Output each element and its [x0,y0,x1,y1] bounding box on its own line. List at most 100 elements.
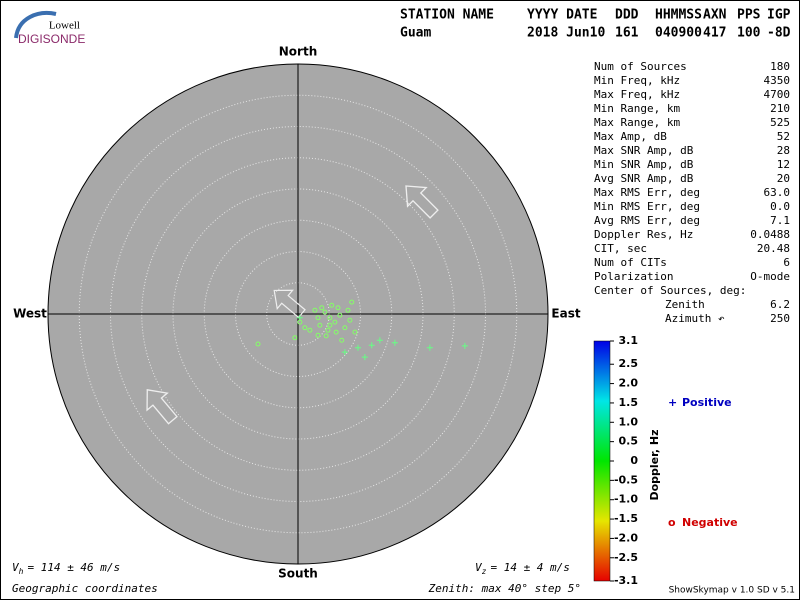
stat-label: Polarization [594,270,673,283]
source-positive [361,354,368,361]
v-symbol: V [475,561,483,574]
logo-bottom: DIGISONDE [18,32,85,46]
stat-label: Min RMS Err, deg [594,200,700,213]
stat-value: 210 [770,102,790,115]
source-positive [426,344,433,351]
source-positive [355,344,361,351]
colorbar-tick-label: -2.5 [614,551,638,564]
stat-value: 63.0 [764,186,791,199]
stat-label: Azimuth ↶ [665,312,725,325]
source-negative [342,325,348,331]
coordinates-note: Geographic coordinates [12,582,158,595]
zenith-note: Zenith: max 40° step 5° [428,582,581,595]
vh-label: Vh = 114 ± 46 m/s [12,561,120,576]
stat-value: 7.1 [770,214,790,227]
source-negative [349,299,355,305]
colorbar-tick-label: -2.0 [614,531,638,544]
source-negative [315,332,321,338]
source-negative [323,333,329,339]
stat-value: 20 [777,172,790,185]
header-value: -8D [767,26,791,41]
header-label: YYYY DATE [527,8,597,23]
stat-label: Avg SNR Amp, dB [594,172,694,185]
header-label: STATION NAME [400,8,494,23]
colorbar-tick-label: -0.5 [614,473,638,486]
stat-label: Max Amp, dB [594,130,667,143]
stat-label: Min Range, km [594,102,680,115]
version: ShowSkymap v 1.0 SD v 5.1 [669,586,795,596]
header-label: HHMMSS [655,8,702,23]
colorbar-tick-label: 2.0 [619,377,639,390]
header-value: 417 [703,26,726,41]
source-negative [255,341,261,347]
header-label: AXN [703,8,727,23]
stat-label: Num of Sources [594,60,687,73]
source-negative [327,322,333,328]
colorbar-tick-label: 0 [630,454,638,467]
v-text: = 14 ± 4 m/s [490,561,569,574]
header-value: 161 [615,26,639,41]
v-symbol: V [12,561,20,574]
velocity-arrows [146,185,439,425]
arrow [146,389,178,425]
stat-value: 180 [770,60,790,73]
header-label: DDD [615,8,639,23]
stat-label: Max RMS Err, deg [594,186,700,199]
south-label: South [278,567,318,581]
stat-label: CIT, sec [594,242,647,255]
colorbar-tick-label: 2.5 [619,357,639,370]
stat-value: 20.48 [757,242,790,255]
source-positive [376,337,383,344]
source-negative [327,315,333,321]
stat-value: 52 [777,130,790,143]
east-label: East [551,307,580,321]
vz-label: Vz = 14 ± 4 m/s [475,561,570,576]
logo: Lowell DIGISONDE [14,11,85,46]
source-negative [302,325,308,331]
legend-label: Negative [682,516,738,529]
v-subscript: h [19,567,24,576]
source-negative [352,329,358,335]
colorbar-tick-label: 1.5 [619,396,639,409]
source-negative [317,322,323,328]
source-negative [297,319,303,325]
colorbar-tick-label: 1.0 [619,415,639,428]
stat-label: Zenith [665,298,705,311]
v-text: = 114 ± 46 m/s [27,561,120,574]
header-value: Guam [400,26,431,41]
source-negative [335,305,341,311]
source-positive [461,342,468,349]
source-negative [339,337,345,343]
stat-value: O-mode [750,270,790,283]
source-negative [322,309,328,315]
stat-label: Num of CITs [594,256,667,269]
source-negative [329,302,335,308]
source-positive [391,339,398,346]
legend-marker: o [668,516,676,529]
source-positive [341,349,348,356]
stat-value: 250 [770,312,790,325]
source-negative [347,317,353,323]
stat-label: Min Freq, kHz [594,74,680,87]
stat-label: Doppler Res, Hz [594,228,693,241]
legend-marker: + [668,396,677,409]
stat-value: 6 [783,256,790,269]
stat-value: 4350 [764,74,791,87]
source-negative [345,307,351,313]
north-label: North [279,45,317,59]
center-title: Center of Sources, deg: [594,284,746,297]
stat-value: 6.2 [770,298,790,311]
colorbar-tick-label: -1.0 [614,493,638,506]
stat-value: 4700 [764,88,791,101]
source-negative [315,315,321,321]
source-negative [325,327,331,333]
source-negative [332,319,338,325]
stat-label: Avg RMS Err, deg [594,214,700,227]
logo-swoosh [14,11,57,39]
header-label: IGP [767,8,791,23]
stat-value: 12 [777,158,790,171]
colorbar-tick-label: -1.5 [614,512,638,525]
stat-label: Max Range, km [594,116,680,129]
stat-label: Max SNR Amp, dB [594,144,694,157]
